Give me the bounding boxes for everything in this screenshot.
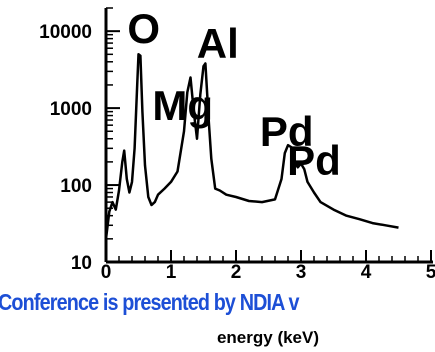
y-tick-label: 10000 — [39, 22, 92, 43]
x-axis-label: energy (keV) — [217, 328, 319, 347]
x-tick-label: 0 — [101, 262, 112, 283]
series — [104, 53, 399, 239]
y-tick-label: 1000 — [50, 99, 92, 120]
peak-label: O — [127, 5, 160, 52]
ticks: 0 1 2 3 4 5 10 100 1000 10000 — [39, 7, 435, 283]
peak-label: Pd — [260, 108, 314, 155]
x-tick-label: 3 — [296, 262, 307, 283]
spectrum-line — [104, 53, 399, 239]
x-tick-label: 1 — [166, 262, 177, 283]
x-tick-label: 2 — [231, 262, 242, 283]
peak-label: Pd — [287, 137, 341, 184]
conference-banner: Conference is presented by NDIA v — [0, 289, 300, 315]
x-tick-label: 5 — [426, 262, 435, 283]
peak-label: Al — [197, 20, 239, 67]
x-tick-label: 4 — [361, 262, 372, 283]
y-tick-label: 100 — [60, 176, 92, 197]
y-tick-label: 10 — [71, 253, 92, 274]
peak-label: Mg — [152, 82, 213, 129]
